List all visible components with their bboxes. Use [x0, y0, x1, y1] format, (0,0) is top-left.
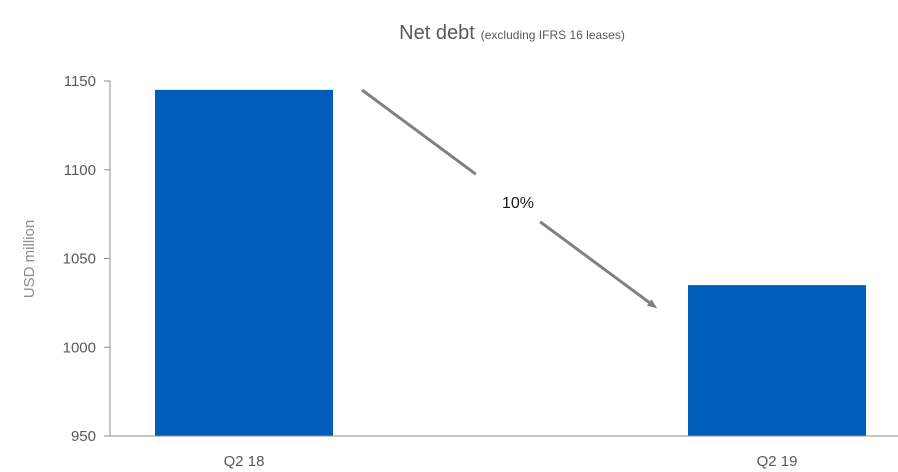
annotation-label: 10% — [502, 195, 534, 212]
chart-title: Net debt (excluding IFRS 16 leases) — [399, 22, 625, 44]
annotation-group: 10% — [361, 88, 658, 309]
bar-q2-18 — [155, 89, 333, 436]
annotation-arrow-shaft — [361, 88, 477, 176]
y-tick-label: 1050 — [63, 251, 96, 268]
x-ticks-group: Q2 18 Q2 19 — [224, 453, 798, 470]
bar-q2-19 — [688, 285, 866, 436]
chart-subtitle: (excluding IFRS 16 leases) — [481, 28, 625, 42]
y-axis-label: USD million — [21, 220, 38, 298]
chart-title-main: Net debt — [399, 22, 475, 44]
x-tick-label: Q2 18 — [224, 453, 265, 470]
y-tick-label: 1100 — [64, 162, 96, 179]
annotation-arrow — [539, 220, 658, 309]
y-tick-label: 1000 — [63, 339, 96, 356]
y-ticks-group: 950 1000 1050 1100 1150 — [63, 73, 110, 445]
y-tick-label: 1150 — [64, 73, 96, 90]
y-tick-label: 950 — [71, 428, 96, 445]
x-tick-label: Q2 19 — [757, 453, 798, 470]
bars-group — [155, 89, 866, 436]
